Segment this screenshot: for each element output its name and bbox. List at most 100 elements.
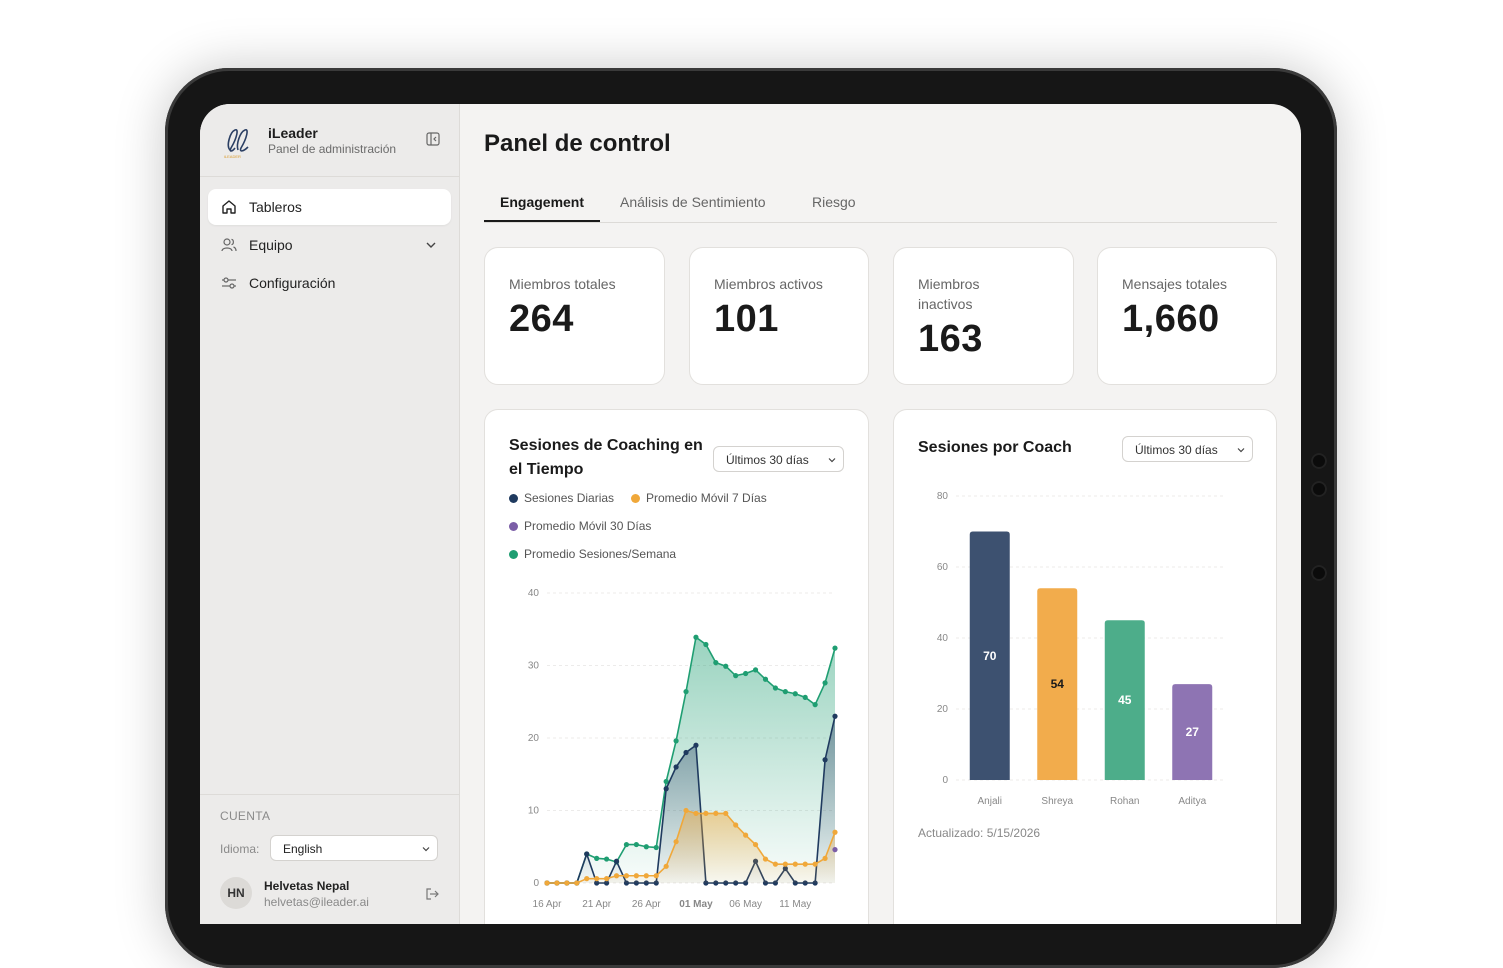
chevron-down-icon bbox=[1237, 448, 1245, 453]
stat-label: Miembros inactivos bbox=[918, 276, 980, 312]
brand-subtitle: Panel de administración bbox=[268, 142, 397, 156]
nav-label: Configuración bbox=[249, 275, 336, 291]
page-title: Panel de control bbox=[484, 130, 671, 157]
weekly-avg-sessions-point bbox=[643, 844, 649, 850]
x-tick-label: Shreya bbox=[1041, 796, 1073, 807]
active-tab-indicator bbox=[484, 220, 600, 222]
daily-sessions-point bbox=[673, 764, 679, 770]
logout-icon[interactable] bbox=[425, 887, 439, 901]
bar-rohan[interactable] bbox=[1104, 620, 1145, 780]
avg7-sessions-point bbox=[832, 829, 838, 835]
weekly-avg-sessions-point bbox=[653, 844, 659, 851]
x-tick-label: Aditya bbox=[1178, 796, 1206, 807]
legend-item-daily[interactable]: Sesiones Diarias bbox=[509, 491, 614, 505]
account-section: CUENTA Idioma: English HN Helvetas Nepal… bbox=[200, 794, 459, 924]
weekly-avg-sessions-point bbox=[673, 738, 679, 744]
avg7-sessions-point bbox=[752, 841, 759, 848]
weekly-avg-sessions-point bbox=[703, 641, 709, 648]
sidebar: iLEADER iLeader Panel de administración … bbox=[200, 104, 460, 924]
language-value: English bbox=[283, 842, 323, 856]
stat-label: Miembros totales bbox=[509, 276, 616, 292]
legend-dot bbox=[509, 521, 518, 531]
legend-dot bbox=[509, 493, 518, 503]
weekly-avg-sessions-point bbox=[792, 691, 798, 697]
stat-card-total-members: Miembros totales 264 bbox=[484, 247, 665, 385]
users-icon bbox=[221, 238, 237, 252]
x-tick-label: 11 May bbox=[779, 899, 811, 910]
avg7-sessions-point bbox=[584, 876, 590, 882]
language-select[interactable]: English bbox=[270, 835, 438, 861]
daily-sessions-point bbox=[683, 749, 689, 756]
avg7-sessions-point bbox=[683, 807, 689, 814]
x-tick-label: 06 May bbox=[729, 899, 762, 910]
tab-risk[interactable]: Riesgo bbox=[812, 194, 856, 210]
tab-sentiment[interactable]: Análisis de Sentimiento bbox=[620, 194, 766, 210]
coaching-line-chart: 0 10 20 30 40 16 Apr 21 Apr 26 Apr 01 May 06 May 1… bbox=[528, 588, 838, 910]
stat-value: 163 bbox=[918, 318, 983, 360]
legend-item-avg7[interactable]: Promedio Móvil 7 Días bbox=[631, 491, 767, 505]
chart-title: Sesiones de Coaching en el Tiempo bbox=[509, 437, 703, 478]
avatar[interactable]: HN bbox=[220, 877, 252, 909]
weekly-avg-sessions-point bbox=[822, 680, 828, 686]
y-tick-label: 20 bbox=[937, 704, 949, 715]
avg7-sessions-point bbox=[613, 873, 620, 879]
app-screen: iLEADER iLeader Panel de administración … bbox=[200, 104, 1301, 924]
avg7-sessions-point bbox=[554, 880, 560, 886]
bar-shreya[interactable] bbox=[1037, 588, 1078, 780]
weekly-avg-sessions-point bbox=[752, 667, 759, 673]
nav-item-tableros[interactable]: Tableros bbox=[208, 189, 451, 225]
avg7-sessions-point bbox=[643, 873, 649, 879]
sidebar-collapse-icon[interactable] bbox=[426, 132, 440, 146]
camera-dot bbox=[1311, 565, 1327, 581]
chart-title: Sesiones por Coach bbox=[918, 439, 1072, 456]
avg7-sessions-point bbox=[812, 861, 818, 867]
brand-header: iLEADER iLeader Panel de administración bbox=[200, 104, 459, 177]
avg7-sessions-point bbox=[802, 861, 808, 867]
bar-value-label: 45 bbox=[1118, 693, 1132, 707]
avg7-sessions-point bbox=[633, 873, 639, 879]
weekly-avg-sessions-point bbox=[832, 645, 838, 651]
weekly-avg-sessions-point bbox=[713, 660, 719, 666]
chevron-down-icon[interactable] bbox=[425, 239, 437, 251]
tab-bar: Engagement Análisis de Sentimiento Riesg… bbox=[484, 186, 1277, 223]
weekly-avg-sessions-point bbox=[693, 634, 699, 640]
tab-engagement[interactable]: Engagement bbox=[500, 194, 585, 210]
avg7-sessions-point bbox=[713, 810, 719, 816]
daily-sessions-point bbox=[663, 786, 669, 792]
avg7-sessions-point bbox=[544, 880, 550, 886]
updated-timestamp: Actualizado: 5/15/2026 bbox=[918, 826, 1041, 840]
avg7-sessions-area bbox=[547, 810, 835, 883]
weekly-avg-sessions-point bbox=[623, 841, 630, 848]
nav-item-configuracion[interactable]: Configuración bbox=[208, 265, 451, 301]
avg7-sessions-point bbox=[693, 810, 699, 816]
bar-value-label: 70 bbox=[983, 649, 997, 663]
bar-aditya[interactable] bbox=[1172, 684, 1213, 780]
weekly-avg-sessions-point bbox=[743, 670, 749, 677]
x-tick-label: 26 Apr bbox=[632, 899, 662, 910]
legend-label: Promedio Móvil 30 Días bbox=[524, 519, 652, 533]
legend-item-weekly[interactable]: Promedio Sesiones/Semana bbox=[509, 547, 676, 561]
weekly-avg-sessions-point bbox=[663, 778, 669, 785]
weekly-avg-sessions-point bbox=[812, 702, 818, 708]
x-tick-label: Rohan bbox=[1110, 796, 1139, 807]
language-label: Idioma: bbox=[220, 842, 260, 856]
brand-name: iLeader bbox=[268, 125, 318, 141]
bar-anjali[interactable] bbox=[969, 531, 1010, 781]
chevron-down-icon bbox=[422, 847, 430, 852]
sessions-per-coach-card: Sesiones por Coach Últimos 30 días 0 20 40… bbox=[893, 409, 1277, 924]
x-tick-label: 21 Apr bbox=[582, 899, 612, 910]
legend-item-avg30[interactable]: Promedio Móvil 30 Días bbox=[509, 519, 651, 533]
stat-value: 101 bbox=[714, 298, 779, 340]
chevron-down-icon bbox=[828, 458, 836, 463]
range-value: Últimos 30 días bbox=[726, 453, 809, 467]
daily-sessions-area bbox=[547, 716, 835, 883]
legend-label: Promedio Sesiones/Semana bbox=[524, 547, 677, 561]
stat-card-total-messages: Mensajes totales 1,660 bbox=[1097, 247, 1277, 385]
camera-dot bbox=[1311, 453, 1327, 469]
nav-label: Tableros bbox=[249, 199, 302, 215]
avg7-sessions-point bbox=[723, 810, 729, 816]
range-dropdown[interactable]: Últimos 30 días bbox=[713, 446, 844, 472]
range-dropdown[interactable]: Últimos 30 días bbox=[1122, 436, 1253, 462]
nav-item-equipo[interactable]: Equipo bbox=[208, 227, 451, 263]
avg7-sessions-point bbox=[653, 873, 659, 879]
